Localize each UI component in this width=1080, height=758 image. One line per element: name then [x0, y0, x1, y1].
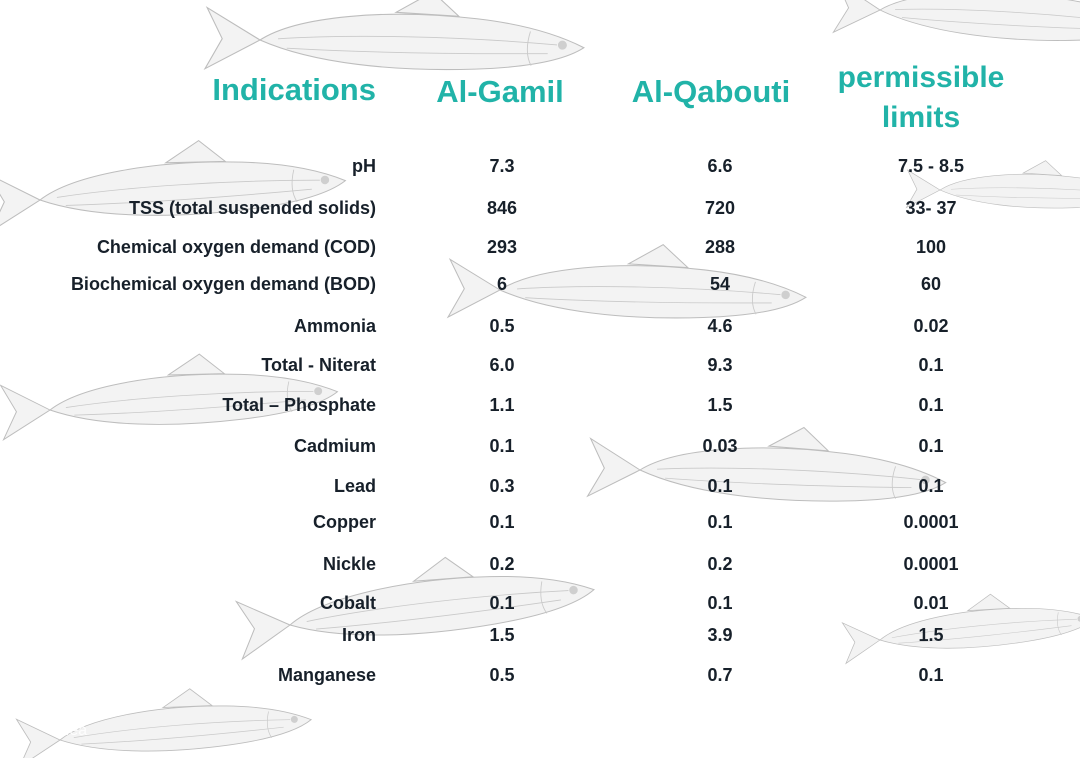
- permissible-limit-value: 7.5 - 8.5: [897, 156, 965, 176]
- permissible-limit-value: 0.1: [918, 476, 944, 496]
- al-gamil-value: 6.0: [489, 355, 515, 375]
- indication-label: Lead: [333, 476, 376, 496]
- table-row: Cadmium 0.1 0.03 0.1: [0, 434, 1080, 458]
- al-gamil-value: 0.1: [489, 593, 515, 613]
- indication-label: TSS (total suspended solids): [128, 198, 376, 218]
- table-row: Total - Niterat 6.0 9.3 0.1: [0, 353, 1080, 377]
- table-row: Iron 1.5 3.9 1.5: [0, 623, 1080, 647]
- al-qabouti-value: 0.1: [707, 476, 733, 496]
- permissible-limit-value: 100: [915, 237, 947, 257]
- al-gamil-value: 0.5: [489, 665, 515, 685]
- permissible-limit-value: 60: [920, 274, 942, 294]
- fish-graphic: [14, 680, 314, 758]
- al-qabouti-value: 1.5: [707, 395, 733, 415]
- al-qabouti-value: 3.9: [707, 625, 733, 645]
- table-row: Nickle 0.2 0.2 0.0001: [0, 552, 1080, 576]
- permissible-limit-value: 0.1: [918, 665, 944, 685]
- al-gamil-value: 846: [486, 198, 518, 218]
- permissible-limit-value: 33- 37: [905, 198, 957, 218]
- permissible-limit-value: 0.1: [918, 436, 944, 456]
- al-qabouti-value: 54: [709, 274, 731, 294]
- al-gamil-value: 0.2: [489, 554, 515, 574]
- al-qabouti-value: 0.1: [707, 593, 733, 613]
- table-row: Biochemical oxygen demand (BOD) 6 54 60: [0, 272, 1080, 296]
- al-qabouti-value: 9.3: [707, 355, 733, 375]
- al-gamil-heading: Al-Gamil: [436, 74, 564, 109]
- al-gamil-value: 7.3: [489, 156, 515, 176]
- table-row: TSS (total suspended solids) 846 720 33-…: [0, 196, 1080, 220]
- al-qabouti-value: 4.6: [707, 316, 733, 336]
- al-gamil-value: 1.5: [489, 625, 515, 645]
- al-gamil-value: 0.1: [489, 512, 515, 532]
- al-gamil-value: 293: [486, 237, 518, 257]
- fish-graphic: [587, 415, 949, 516]
- table-row: Chemical oxygen demand (COD) 293 288 100: [0, 235, 1080, 259]
- permissible-limits-heading: permissible limits: [837, 61, 1005, 134]
- indication-label: Nickle: [322, 554, 376, 574]
- watermark-text: Mea: [56, 722, 88, 739]
- permissible-limit-value: 0.0001: [903, 512, 959, 532]
- indication-label: pH: [352, 156, 376, 176]
- permissible-limit-value: 0.1: [918, 395, 944, 415]
- table-row: pH 7.3 6.6 7.5 - 8.5: [0, 154, 1080, 178]
- indication-label: Biochemical oxygen demand (BOD): [70, 274, 376, 294]
- indication-label: Chemical oxygen demand (COD): [96, 237, 376, 257]
- indication-label: Ammonia: [293, 316, 376, 336]
- permissible-limit-value: 0.01: [913, 593, 949, 613]
- al-qabouti-heading: Al-Qabouti: [631, 74, 791, 109]
- permissible-limit-value: 1.5: [918, 625, 944, 645]
- permissible-limit-value: 0.0001: [903, 554, 959, 574]
- indication-label: Iron: [342, 625, 376, 645]
- al-gamil-value: 6: [496, 274, 507, 294]
- indications-heading: Indications: [212, 72, 376, 107]
- al-gamil-value: 1.1: [489, 395, 515, 415]
- al-gamil-value: 0.1: [489, 436, 515, 456]
- table-row: Lead 0.3 0.1 0.1: [0, 474, 1080, 498]
- al-qabouti-value: 6.6: [707, 156, 733, 176]
- indication-label: Cadmium: [293, 436, 376, 456]
- fish-graphic: [204, 0, 587, 83]
- indication-label: Total – Phosphate: [222, 395, 376, 415]
- indication-label: Manganese: [277, 665, 376, 685]
- indication-label: Copper: [313, 512, 376, 532]
- al-qabouti-value: 0.2: [707, 554, 733, 574]
- al-qabouti-value: 0.03: [702, 436, 738, 456]
- fish-graphic: [832, 0, 1080, 55]
- permissible-limit-value: 0.02: [913, 316, 949, 336]
- al-qabouti-value: 720: [704, 198, 736, 218]
- table-row: Cobalt 0.1 0.1 0.01: [0, 591, 1080, 615]
- indication-label: Total - Niterat: [261, 355, 376, 375]
- table-row: Copper 0.1 0.1 0.0001: [0, 510, 1080, 534]
- indication-label: Cobalt: [320, 593, 376, 613]
- al-gamil-value: 0.3: [489, 476, 515, 496]
- al-qabouti-value: 0.1: [707, 512, 733, 532]
- al-qabouti-value: 288: [704, 237, 736, 257]
- table-row: Ammonia 0.5 4.6 0.02: [0, 314, 1080, 338]
- al-gamil-value: 0.5: [489, 316, 515, 336]
- permissible-limit-value: 0.1: [918, 355, 944, 375]
- table-row: Manganese 0.5 0.7 0.1: [0, 663, 1080, 687]
- table-row: Total – Phosphate 1.1 1.5 0.1: [0, 393, 1080, 417]
- al-qabouti-value: 0.7: [707, 665, 733, 685]
